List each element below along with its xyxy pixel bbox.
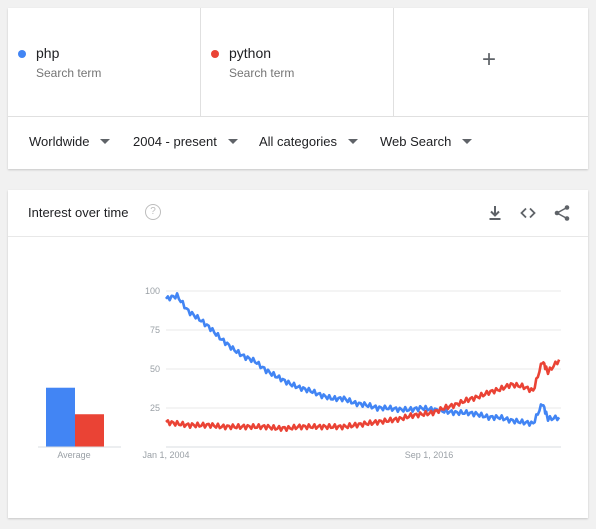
region-dropdown[interactable]: Worldwide	[29, 134, 111, 149]
term-python[interactable]: python Search term	[201, 8, 394, 116]
x-tick-label: Sep 1, 2016	[405, 450, 454, 460]
y-tick-label: 50	[150, 364, 160, 374]
search-type-dropdown[interactable]: Web Search	[380, 134, 473, 149]
category-label: All categories	[259, 134, 338, 149]
time-range-dropdown[interactable]: 2004 - present	[133, 134, 238, 149]
term-type-label: Search term	[36, 66, 102, 80]
average-bar-python	[75, 414, 104, 447]
term-name[interactable]: python	[229, 45, 272, 61]
term-name[interactable]: php	[36, 45, 60, 61]
caret-down-icon	[100, 139, 111, 144]
series-line-python	[165, 359, 561, 432]
terms-row: php Search term python Search term +	[8, 8, 588, 117]
share-icon[interactable]	[553, 204, 571, 222]
download-icon[interactable]	[486, 204, 504, 222]
interest-chart: Average 100 75 50 25 Jan 1, 2004 Sep 1, 201…	[38, 286, 561, 460]
series-color-dot	[18, 50, 26, 58]
y-tick-label: 75	[150, 325, 160, 335]
average-label: Average	[57, 450, 90, 460]
chart-grid: 100 75 50 25	[145, 286, 561, 448]
add-comparison-button[interactable]: +	[394, 8, 588, 116]
filter-bar: Worldwide 2004 - present All categories …	[8, 116, 588, 169]
card-header: Interest over time ?	[8, 190, 588, 237]
compare-terms-card: php Search term python Search term + Wor…	[8, 8, 588, 169]
y-tick-label: 25	[150, 403, 160, 413]
x-tick-label: Jan 1, 2004	[142, 450, 189, 460]
embed-icon[interactable]	[519, 204, 537, 222]
category-dropdown[interactable]: All categories	[259, 134, 359, 149]
caret-down-icon	[227, 139, 238, 144]
time-range-label: 2004 - present	[133, 134, 217, 149]
region-label: Worldwide	[29, 134, 90, 149]
average-bars	[38, 387, 121, 448]
card-title: Interest over time	[28, 205, 129, 220]
average-bar-php	[46, 387, 75, 447]
series-line-php	[164, 291, 561, 427]
series-color-dot	[211, 50, 219, 58]
term-type-label: Search term	[229, 66, 295, 80]
interest-over-time-card: Interest over time ? Average 100 75 50 25 J…	[8, 190, 588, 518]
caret-down-icon	[348, 139, 359, 144]
help-icon[interactable]: ?	[145, 204, 161, 220]
caret-down-icon	[462, 139, 473, 144]
search-type-label: Web Search	[380, 134, 452, 149]
term-php[interactable]: php Search term	[8, 8, 201, 116]
y-tick-label: 100	[145, 286, 160, 296]
chart-lines	[164, 291, 561, 432]
plus-icon[interactable]: +	[482, 46, 497, 73]
